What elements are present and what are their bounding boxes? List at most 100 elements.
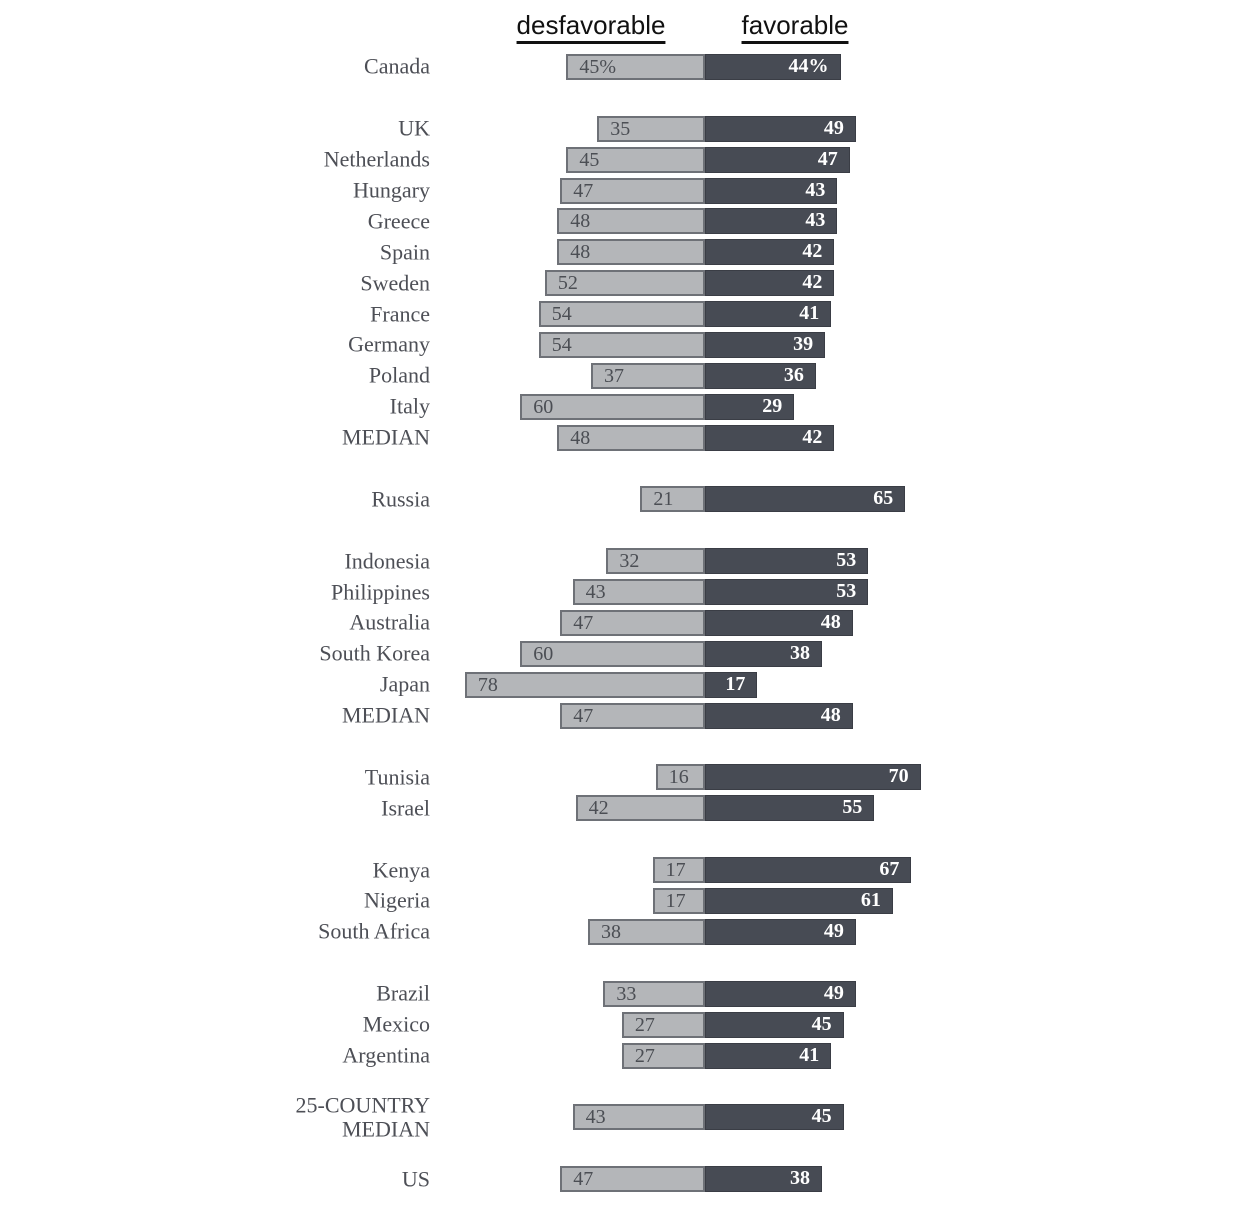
favorable-bar: 41 [705, 301, 832, 328]
unfavorable-bar: 16 [655, 764, 705, 791]
chart-row: Spain 48 42 [0, 237, 1238, 268]
favorable-value: 43 [805, 178, 826, 201]
favorable-value: 55 [842, 796, 863, 819]
country-label: MEDIAN [342, 424, 430, 450]
favorable-bar: 41 [705, 1042, 832, 1069]
country-group: UK 35 49 Netherlands 45 47 Hungary 47 43 Greece 48… [0, 114, 1238, 454]
chart-row: Argentina 27 41 [0, 1041, 1238, 1072]
favorable-bar: 44% [705, 54, 841, 80]
unfavorable-value: 37 [604, 364, 624, 387]
favorable-value: 67 [879, 858, 900, 881]
country-group: Brazil 33 49 Mexico 27 45 Argentina 27 41 [0, 979, 1238, 1072]
chart-row: Hungary 47 43 [0, 176, 1238, 207]
favorable-bar: 49 [705, 918, 856, 945]
country-group: 25-COUNTRY MEDIAN 43 45 [0, 1092, 1238, 1142]
country-label: 25-COUNTRY MEDIAN [295, 1092, 430, 1142]
chart-row: South Africa 38 49 [0, 917, 1238, 948]
country-group: Kenya 17 67 Nigeria 17 61 South Africa 38 49 [0, 855, 1238, 948]
favorable-value: 38 [790, 1167, 810, 1190]
unfavorable-bar: 48 [557, 208, 705, 235]
unfavorable-value: 45 [579, 148, 600, 171]
unfavorable-value: 17 [665, 890, 686, 913]
favorable-value: 61 [860, 889, 881, 912]
country-label: Tunisia [364, 764, 430, 790]
favorable-bar: 55 [705, 795, 875, 822]
favorable-bar: 49 [705, 980, 856, 1007]
chart-row: South Korea 60 38 [0, 639, 1238, 670]
favorable-value: 42 [802, 240, 823, 263]
unfavorable-bar: 32 [606, 548, 705, 575]
country-label: Brazil [376, 980, 430, 1006]
unfavorable-value: 54 [551, 334, 572, 357]
country-label: Poland [368, 363, 430, 389]
unfavorable-bar: 47 [560, 177, 705, 204]
chart-row: Mexico 27 45 [0, 1010, 1238, 1041]
favorable-bar: 43 [705, 208, 838, 235]
favorable-value: 45 [811, 1012, 832, 1035]
chart-row: Italy 60 29 [0, 392, 1238, 423]
unfavorable-value: 47 [573, 179, 594, 202]
favorable-bar: 38 [705, 640, 822, 667]
country-group: US 47 38 [0, 1164, 1238, 1195]
country-label: France [370, 301, 430, 327]
unfavorable-value: 43 [585, 581, 606, 604]
chart-row: Poland 37 36 [0, 361, 1238, 392]
unfavorable-value: 38 [601, 920, 621, 943]
unfavorable-bar: 52 [544, 270, 705, 297]
unfavorable-bar: 47 [560, 610, 705, 637]
unfavorable-value: 16 [668, 766, 689, 789]
country-label: Netherlands [323, 146, 430, 172]
favorable-bar: 45 [705, 1011, 844, 1038]
unfavorable-bar: 33 [603, 980, 705, 1007]
unfavorable-bar: 47 [560, 702, 705, 729]
favorable-value: 42 [802, 271, 823, 294]
chart-row: MEDIAN 48 42 [0, 423, 1238, 454]
favorable-bar: 17 [705, 671, 758, 698]
favorable-value: 53 [836, 580, 857, 603]
favorable-value: 17 [725, 672, 746, 695]
chart-row: 25-COUNTRY MEDIAN 43 45 [0, 1092, 1238, 1142]
chart-row: Japan 78 17 [0, 670, 1238, 701]
unfavorable-bar: 43 [572, 579, 705, 606]
favorable-bar: 67 [705, 857, 912, 884]
country-label: US [401, 1166, 430, 1192]
country-label: Australia [349, 610, 430, 636]
favorable-bar: 61 [705, 888, 893, 915]
unfavorable-bar: 78 [464, 671, 705, 698]
unfavorable-bar: 60 [520, 393, 705, 420]
favorable-value: 39 [793, 333, 814, 356]
chart-header: desfavorable favorable [0, 10, 1238, 52]
chart-row: France 54 41 [0, 299, 1238, 330]
unfavorable-bar: 60 [520, 640, 705, 667]
unfavorable-bar: 27 [621, 1042, 705, 1069]
favorable-value: 41 [799, 1043, 820, 1066]
chart-row: MEDIAN 47 48 [0, 701, 1238, 732]
favorable-value: 53 [836, 549, 857, 572]
favorable-value: 36 [783, 363, 804, 386]
favorable-value: 49 [823, 919, 844, 942]
unfavorable-value: 45% [579, 56, 617, 78]
country-label: Sweden [360, 270, 430, 296]
unfavorable-value: 33 [616, 982, 637, 1005]
favorable-value: 45 [811, 1105, 832, 1128]
unfavorable-value: 48 [570, 241, 591, 264]
country-label: South Africa [318, 919, 430, 945]
unfavorable-value: 60 [533, 395, 554, 418]
favorable-bar: 47 [705, 146, 850, 173]
chart-row: Canada 45% 44% [0, 52, 1238, 83]
unfavorable-value: 48 [570, 426, 591, 449]
favorable-bar: 42 [705, 270, 835, 297]
country-label: MEDIAN [342, 702, 430, 728]
favorable-value: 48 [820, 611, 841, 634]
favorable-value: 47 [817, 147, 838, 170]
unfavorable-value: 32 [619, 550, 640, 573]
country-label: Mexico [362, 1011, 430, 1037]
chart-row: Israel 42 55 [0, 793, 1238, 824]
unfavorable-axis-label: desfavorable [516, 10, 666, 40]
country-group: Russia 21 65 [0, 484, 1238, 515]
unfavorable-value: 27 [634, 1013, 655, 1036]
unfavorable-bar: 21 [640, 486, 705, 513]
unfavorable-bar: 45% [566, 54, 705, 80]
unfavorable-bar: 54 [538, 301, 705, 328]
favorable-bar: 45 [705, 1104, 844, 1131]
